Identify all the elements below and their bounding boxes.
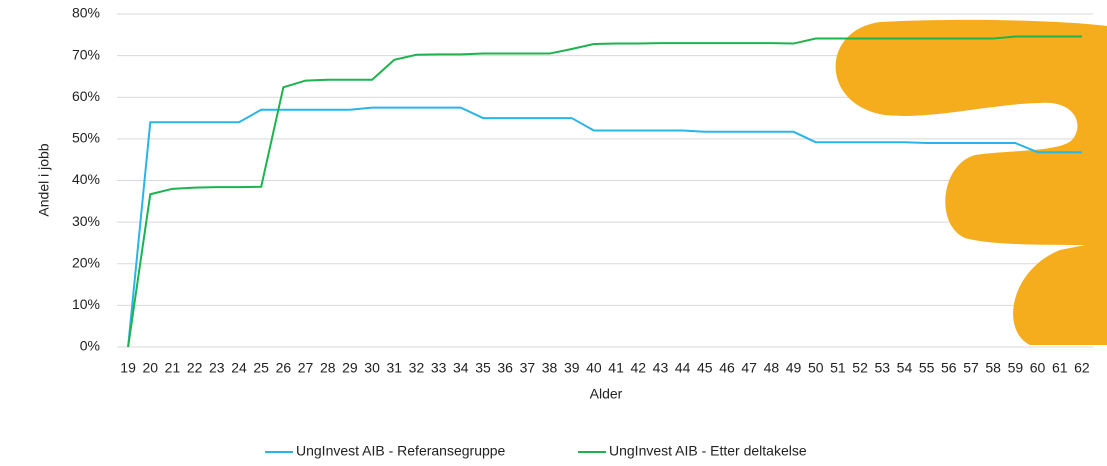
x-tick-label: 52 bbox=[852, 360, 868, 376]
x-tick-label: 58 bbox=[985, 360, 1001, 376]
x-tick-label: 54 bbox=[897, 360, 913, 376]
x-tick-label: 30 bbox=[364, 360, 380, 376]
x-tick-label: 24 bbox=[231, 360, 247, 376]
y-tick-label: 50% bbox=[72, 130, 100, 146]
x-tick-label: 31 bbox=[386, 360, 402, 376]
decorative-shape bbox=[836, 20, 1107, 345]
x-tick-label: 55 bbox=[919, 360, 935, 376]
x-tick-label: 29 bbox=[342, 360, 358, 376]
x-tick-label: 26 bbox=[276, 360, 292, 376]
x-tick-label: 19 bbox=[120, 360, 136, 376]
x-tick-label: 49 bbox=[786, 360, 802, 376]
x-tick-label: 21 bbox=[165, 360, 181, 376]
x-tick-label: 59 bbox=[1008, 360, 1024, 376]
x-tick-label: 40 bbox=[586, 360, 602, 376]
x-tick-label: 37 bbox=[520, 360, 536, 376]
y-tick-label: 40% bbox=[72, 171, 100, 187]
x-tick-label: 48 bbox=[764, 360, 780, 376]
legend-label: UngInvest AIB - Referansegruppe bbox=[296, 443, 506, 459]
x-tick-label: 43 bbox=[653, 360, 669, 376]
y-tick-label: 60% bbox=[72, 88, 100, 104]
x-tick-label: 32 bbox=[409, 360, 425, 376]
y-axis-label: Andel i jobb bbox=[36, 143, 52, 216]
y-tick-label: 80% bbox=[72, 5, 100, 21]
x-tick-label: 25 bbox=[253, 360, 269, 376]
x-tick-label: 46 bbox=[719, 360, 735, 376]
x-tick-label: 33 bbox=[431, 360, 447, 376]
x-tick-label: 20 bbox=[142, 360, 158, 376]
x-tick-label: 41 bbox=[608, 360, 624, 376]
x-tick-label: 36 bbox=[497, 360, 513, 376]
x-tick-label: 47 bbox=[741, 360, 757, 376]
x-tick-label: 28 bbox=[320, 360, 336, 376]
y-tick-label: 10% bbox=[72, 296, 100, 312]
x-tick-label: 50 bbox=[808, 360, 824, 376]
x-tick-label: 42 bbox=[630, 360, 646, 376]
x-axis-label: Alder bbox=[590, 386, 623, 402]
x-tick-label: 38 bbox=[542, 360, 558, 376]
x-tick-label: 45 bbox=[697, 360, 713, 376]
x-tick-label: 57 bbox=[963, 360, 979, 376]
x-tick-label: 60 bbox=[1030, 360, 1046, 376]
x-tick-label: 22 bbox=[187, 360, 203, 376]
x-tick-label: 35 bbox=[475, 360, 491, 376]
y-tick-label: 0% bbox=[80, 338, 100, 354]
x-tick-label: 44 bbox=[675, 360, 691, 376]
legend-label: UngInvest AIB - Etter deltakelse bbox=[609, 443, 807, 459]
x-tick-label: 56 bbox=[941, 360, 957, 376]
x-tick-label: 23 bbox=[209, 360, 225, 376]
x-tick-label: 34 bbox=[453, 360, 469, 376]
x-tick-label: 51 bbox=[830, 360, 846, 376]
chart: Andel i jobb Alder 0% 10% 20% 30% 40% 50% 60% 7… bbox=[0, 0, 1107, 466]
x-tick-label: 53 bbox=[874, 360, 890, 376]
y-tick-label: 70% bbox=[72, 46, 100, 62]
y-tick-label: 20% bbox=[72, 254, 100, 270]
x-tick-label: 39 bbox=[564, 360, 580, 376]
x-tick-label: 61 bbox=[1052, 360, 1068, 376]
y-tick-label: 30% bbox=[72, 213, 100, 229]
x-tick-label: 62 bbox=[1074, 360, 1090, 376]
x-tick-label: 27 bbox=[298, 360, 314, 376]
